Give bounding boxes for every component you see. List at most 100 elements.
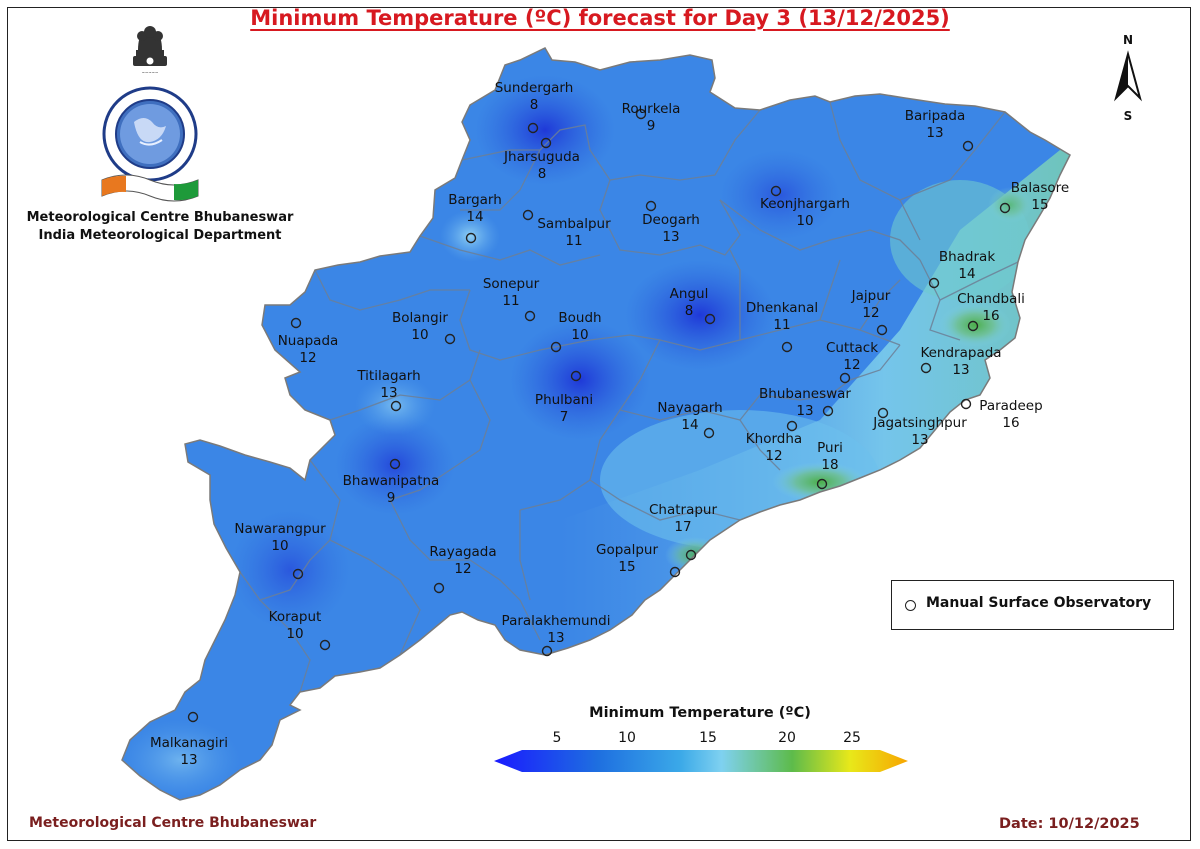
station-marker-kendrapada — [920, 362, 932, 374]
station-label-kendrapada: Kendrapada 13 — [920, 345, 1001, 379]
station-label-boudh: Boudh 10 — [558, 310, 601, 344]
org-name: Meteorological Centre Bhubaneswar — [26, 210, 294, 225]
station-marker-bargarh — [465, 232, 477, 244]
station-name: Phulbani — [534, 392, 594, 408]
colorbar-title: Minimum Temperature (ºC) — [589, 705, 811, 721]
station-name: Angul — [669, 286, 709, 302]
station-marker-chatrapur — [685, 549, 697, 561]
station-temperature: 10 — [271, 538, 289, 554]
station-name: Rourkela — [621, 101, 681, 117]
colorbar — [494, 750, 908, 772]
station-marker-balasore — [999, 202, 1011, 214]
station-name: Paradeep — [979, 398, 1043, 414]
station-marker-nawarangpur — [292, 568, 304, 580]
observatory-marker-icon — [905, 600, 916, 611]
colorbar-tick: 15 — [699, 730, 717, 746]
station-marker-bhubaneswar — [822, 405, 834, 417]
station-temperature: 13 — [380, 385, 398, 401]
station-label-puri: Puri 18 — [817, 440, 843, 474]
station-name: Jharsuguda — [504, 149, 580, 165]
station-name: Bolangir — [392, 310, 448, 326]
station-temperature: 15 — [1031, 197, 1049, 213]
station-temperature: 11 — [502, 293, 520, 309]
station-label-nawarangpur: Nawarangpur 10 — [234, 521, 325, 555]
station-temperature: 13 — [952, 362, 970, 378]
station-temperature: 10 — [571, 327, 589, 343]
station-label-gopalpur: Gopalpur 15 — [596, 542, 658, 576]
org-department: India Meteorological Department — [38, 228, 282, 243]
station-marker-bhadrak — [928, 277, 940, 289]
station-marker-jharsuguda — [540, 137, 552, 149]
station-marker-chandbali — [967, 320, 979, 332]
station-marker-nuapada — [290, 317, 302, 329]
station-name: Nuapada — [277, 333, 339, 349]
station-temperature: 13 — [547, 630, 565, 646]
station-temperature: 10 — [411, 327, 429, 343]
map-title: Minimum Temperature (ºC) forecast for Da… — [250, 6, 950, 30]
station-name: Baripada — [904, 108, 966, 124]
legend-label: Manual Surface Observatory — [926, 595, 1152, 611]
station-temperature: 13 — [926, 125, 944, 141]
station-marker-rayagada — [433, 582, 445, 594]
station-label-bhawanipatna: Bhawanipatna 9 — [343, 473, 440, 507]
station-temperature: 12 — [454, 561, 472, 577]
station-name: Nawarangpur — [234, 521, 326, 537]
station-label-nuapada: Nuapada 12 — [278, 333, 339, 367]
map-legend: Manual Surface Observatory — [891, 580, 1174, 630]
station-name: Bhadrak — [938, 249, 996, 265]
station-name: Boudh — [558, 310, 602, 326]
station-name: Puri — [817, 440, 843, 456]
colorbar-tick: 10 — [618, 730, 636, 746]
station-name: Kendrapada — [920, 345, 1002, 361]
station-temperature: 12 — [299, 350, 317, 366]
station-temperature: 8 — [529, 97, 539, 113]
station-marker-phulbani — [570, 370, 582, 382]
station-temperature: 14 — [958, 266, 976, 282]
station-temperature: 13 — [796, 403, 814, 419]
north-arrow-icon: N S — [1114, 33, 1142, 122]
station-label-jagatsinghpur: Jagatsinghpur 13 — [873, 415, 967, 449]
station-marker-jajpur — [876, 324, 888, 336]
colorbar-gradient — [494, 750, 908, 772]
station-label-chatrapur: Chatrapur 17 — [649, 502, 717, 536]
station-label-jajpur: Jajpur 12 — [852, 288, 891, 322]
station-label-jharsuguda: Jharsuguda 8 — [504, 149, 580, 183]
imd-emblem-icon: ~~~~~ — [101, 26, 199, 202]
station-marker-rourkela — [635, 108, 647, 120]
station-label-phulbani: Phulbani 7 — [535, 392, 593, 426]
colorbar-tick: 5 — [552, 730, 562, 746]
station-name: Sonepur — [482, 276, 540, 292]
station-name: Cuttack — [825, 340, 879, 356]
station-name: Chatrapur — [648, 502, 718, 518]
station-temperature: 15 — [618, 559, 636, 575]
station-name: Jagatsinghpur — [873, 415, 967, 431]
station-name: Koraput — [268, 609, 322, 625]
station-marker-gopalpur — [669, 566, 681, 578]
station-name: Sundergarh — [494, 80, 574, 96]
svg-text:~~~~~: ~~~~~ — [142, 70, 159, 75]
station-name: Rayagada — [429, 544, 497, 560]
station-name: Jajpur — [851, 288, 891, 304]
station-label-titilagarh: Titilagarh 13 — [357, 368, 420, 402]
station-temperature: 12 — [862, 305, 880, 321]
station-label-angul: Angul 8 — [670, 286, 709, 320]
station-label-keonjhargarh: Keonjhargarh 10 — [760, 196, 850, 230]
compass-south: S — [1124, 109, 1133, 122]
station-label-khordha: Khordha 12 — [746, 431, 802, 465]
station-marker-sundergarh — [527, 122, 539, 134]
station-name: Titilagarh — [357, 368, 421, 384]
station-temperature: 10 — [286, 626, 304, 642]
district-boundaries — [239, 101, 1019, 693]
station-label-rourkela: Rourkela 9 — [622, 101, 681, 135]
colorbar-tick: 25 — [843, 730, 861, 746]
station-temperature: 13 — [662, 229, 680, 245]
station-marker-puri — [816, 478, 828, 490]
station-marker-nayagarh — [703, 427, 715, 439]
station-marker-paradeep — [960, 398, 972, 410]
station-temperature: 13 — [911, 432, 929, 448]
station-label-rayagada: Rayagada 12 — [429, 544, 496, 578]
station-temperature: 11 — [773, 317, 791, 333]
station-temperature: 13 — [180, 752, 198, 768]
station-label-koraput: Koraput 10 — [269, 609, 322, 643]
footer-organization: Meteorological Centre Bhubaneswar — [29, 815, 317, 831]
